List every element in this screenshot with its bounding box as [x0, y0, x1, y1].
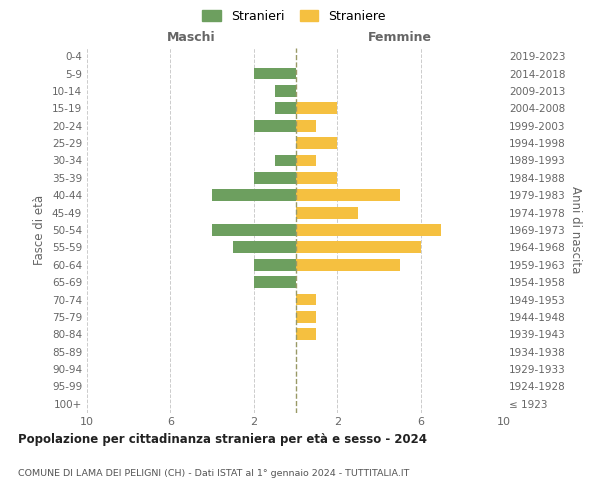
Bar — [296, 137, 337, 149]
Bar — [275, 154, 296, 166]
Bar — [254, 120, 296, 132]
Bar — [296, 311, 316, 323]
Bar — [296, 294, 316, 306]
Bar — [254, 259, 296, 270]
Bar — [296, 102, 337, 114]
Bar — [296, 190, 400, 201]
Bar — [254, 172, 296, 184]
Bar — [296, 206, 358, 218]
Bar — [212, 224, 296, 236]
Bar — [296, 154, 316, 166]
Bar — [296, 328, 316, 340]
Text: COMUNE DI LAMA DEI PELIGNI (CH) - Dati ISTAT al 1° gennaio 2024 - TUTTITALIA.IT: COMUNE DI LAMA DEI PELIGNI (CH) - Dati I… — [18, 469, 409, 478]
Bar — [296, 242, 421, 254]
Bar — [275, 102, 296, 114]
Bar — [296, 120, 316, 132]
Legend: Stranieri, Straniere: Stranieri, Straniere — [199, 6, 389, 26]
Bar — [296, 259, 400, 270]
Bar — [254, 68, 296, 80]
Bar — [233, 242, 296, 254]
Bar — [296, 224, 442, 236]
Text: Popolazione per cittadinanza straniera per età e sesso - 2024: Popolazione per cittadinanza straniera p… — [18, 432, 427, 446]
Bar — [254, 276, 296, 288]
Bar — [296, 172, 337, 184]
Text: Maschi: Maschi — [167, 31, 215, 44]
Bar — [275, 85, 296, 97]
Y-axis label: Anni di nascita: Anni di nascita — [569, 186, 582, 274]
Bar — [212, 190, 296, 201]
Y-axis label: Fasce di età: Fasce di età — [34, 195, 46, 265]
Text: Femmine: Femmine — [368, 31, 432, 44]
